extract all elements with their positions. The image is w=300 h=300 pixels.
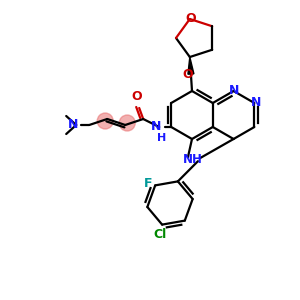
Text: Cl: Cl xyxy=(154,228,167,241)
Text: O: O xyxy=(183,68,193,80)
Text: H: H xyxy=(157,133,166,143)
Text: NH: NH xyxy=(183,153,203,166)
Text: F: F xyxy=(144,177,152,190)
Text: N: N xyxy=(68,118,78,131)
Circle shape xyxy=(97,113,113,129)
Text: N: N xyxy=(251,97,262,110)
Circle shape xyxy=(119,115,135,131)
Polygon shape xyxy=(188,57,194,74)
Text: N: N xyxy=(228,83,239,97)
Text: O: O xyxy=(131,90,142,103)
Text: O: O xyxy=(185,13,196,26)
Text: N: N xyxy=(151,121,161,134)
